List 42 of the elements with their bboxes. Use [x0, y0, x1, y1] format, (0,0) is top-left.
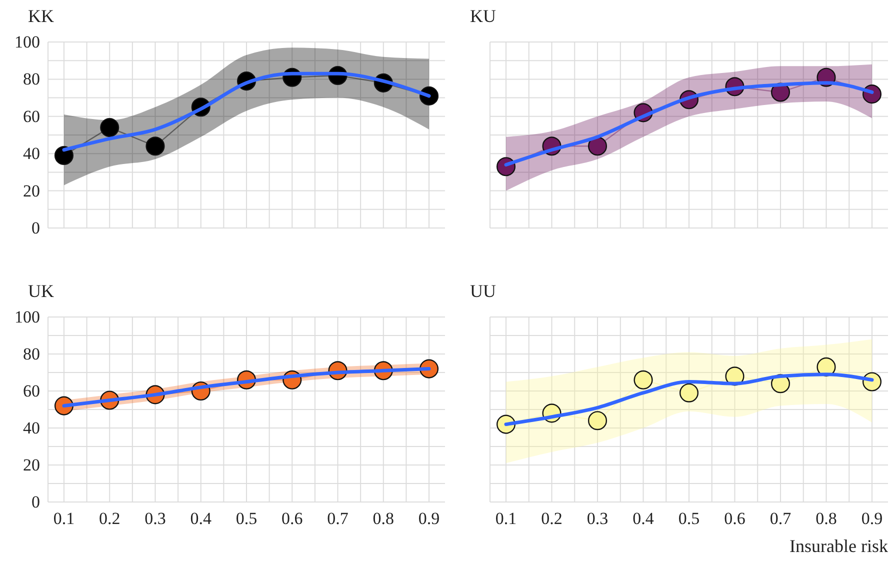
x-tick-label: 0.8: [816, 509, 837, 528]
chart-title: KU: [470, 6, 496, 26]
y-tick-label: 40: [23, 418, 40, 438]
y-tick-label: 20: [23, 455, 40, 474]
point: [588, 411, 608, 430]
x-tick-label: 0.5: [236, 509, 258, 528]
point: [54, 146, 74, 165]
y-tick-label: 60: [23, 381, 40, 400]
y-tick-label: 40: [23, 144, 40, 164]
x-tick-label: 0.4: [632, 509, 654, 528]
x-tick-label: 0.8: [372, 509, 394, 528]
x-tick-label: 0.6: [724, 509, 746, 528]
y-tick-label: 80: [23, 70, 40, 89]
x-tick-label: 0.2: [98, 509, 120, 528]
y-tick-label: 20: [23, 181, 40, 200]
x-tick-label: 0.1: [495, 509, 517, 528]
x-tick-label: 0.4: [190, 509, 212, 528]
point: [679, 383, 699, 402]
x-tick-label: 0.3: [144, 509, 166, 528]
y-tick-label: 100: [14, 32, 40, 52]
x-axis-title: Insurable risk: [790, 536, 888, 556]
x-tick-label: 0.6: [282, 509, 303, 528]
x-tick-label: 0.1: [53, 509, 75, 528]
chart-title: KK: [28, 6, 54, 26]
x-tick-label: 0.7: [327, 509, 349, 528]
y-tick-label: 80: [23, 344, 40, 364]
x-tick-label: 0.9: [418, 509, 440, 528]
x-tick-label: 0.9: [861, 509, 883, 528]
chart-title: UK: [28, 281, 54, 301]
x-tick-label: 0.7: [770, 509, 792, 528]
point: [588, 136, 608, 156]
x-tick-label: 0.5: [678, 509, 700, 528]
y-tick-label: 0: [32, 218, 40, 238]
y-tick-label: 60: [23, 106, 40, 126]
point: [146, 136, 165, 156]
point: [634, 370, 653, 390]
x-tick-label: 0.2: [541, 509, 562, 528]
y-tick-label: 100: [14, 307, 40, 326]
point: [100, 118, 120, 138]
x-tick-label: 0.3: [586, 509, 608, 528]
y-tick-label: 0: [32, 492, 40, 512]
chart-title: UU: [470, 281, 496, 301]
